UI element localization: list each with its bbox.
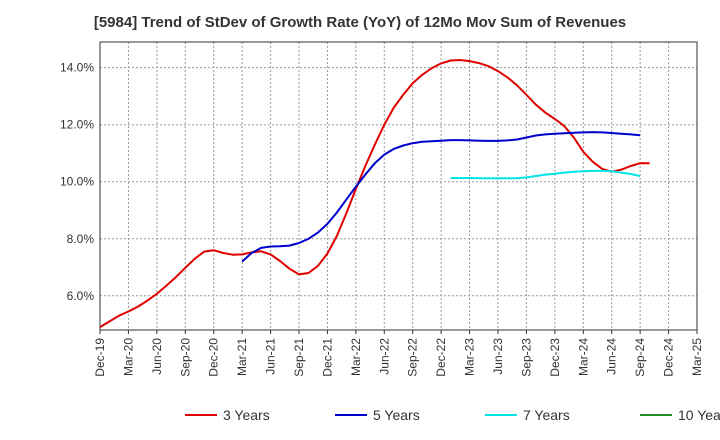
x-tick-label: Jun-24	[605, 338, 619, 375]
x-tick-label: Dec-19	[93, 338, 107, 377]
y-tick-label: 6.0%	[67, 289, 95, 303]
series-line-3-years	[99, 59, 650, 328]
plot-frame	[99, 41, 698, 331]
legend-item-10-years: 10 Years	[640, 407, 720, 423]
x-tick-label: Jun-20	[150, 338, 164, 375]
y-tick-label: 14.0%	[60, 61, 94, 75]
x-tick-label: Sep-21	[292, 338, 306, 377]
legend: 3 Years 5 Years 7 Years 10 Years	[185, 407, 720, 423]
series-line-7-years	[450, 169, 641, 180]
series-line-5-years	[241, 131, 641, 263]
x-tick-label: Dec-23	[548, 338, 562, 377]
x-tick-label: Mar-20	[121, 338, 135, 376]
x-tick-label: Mar-23	[463, 338, 477, 376]
x-tick-label: Dec-24	[662, 338, 676, 377]
x-tick-label: Mar-24	[576, 338, 590, 376]
x-tick-label: Sep-22	[406, 338, 420, 377]
x-tick-label: Dec-21	[320, 338, 334, 377]
x-tick-label: Sep-20	[178, 338, 192, 377]
x-tick-label: Mar-22	[349, 338, 363, 376]
chart-title: [5984] Trend of StDev of Growth Rate (Yo…	[93, 14, 627, 31]
x-tick-label: Jun-22	[377, 338, 391, 375]
x-tick-label: Jun-21	[264, 338, 278, 375]
grid-lines	[100, 42, 697, 330]
legend-label: 3 Years	[223, 407, 270, 423]
x-tick-label: Sep-24	[633, 338, 647, 377]
x-tick-label: Jun-23	[491, 338, 505, 375]
x-tick-label: Mar-21	[235, 338, 249, 376]
axes: 6.0% 8.0% 10.0% 12.0% 14.0% Dec-19 Mar-20 Jun-2…	[60, 41, 704, 377]
x-tick-label: Dec-22	[434, 338, 448, 377]
legend-item-7-years: 7 Years	[485, 407, 570, 423]
legend-label: 10 Years	[678, 407, 720, 423]
y-tick-label: 10.0%	[60, 175, 94, 189]
legend-label: 5 Years	[373, 407, 420, 423]
x-tick-label: Mar-25	[690, 338, 704, 376]
x-tick-label: Dec-20	[207, 338, 221, 377]
y-tick-label: 8.0%	[67, 232, 95, 246]
x-tick-label: Sep-23	[519, 338, 533, 377]
legend-item-5-years: 5 Years	[335, 407, 420, 423]
legend-label: 7 Years	[523, 407, 570, 423]
legend-item-3-years: 3 Years	[185, 407, 270, 423]
series-lines	[99, 59, 650, 328]
y-tick-label: 12.0%	[60, 118, 94, 132]
